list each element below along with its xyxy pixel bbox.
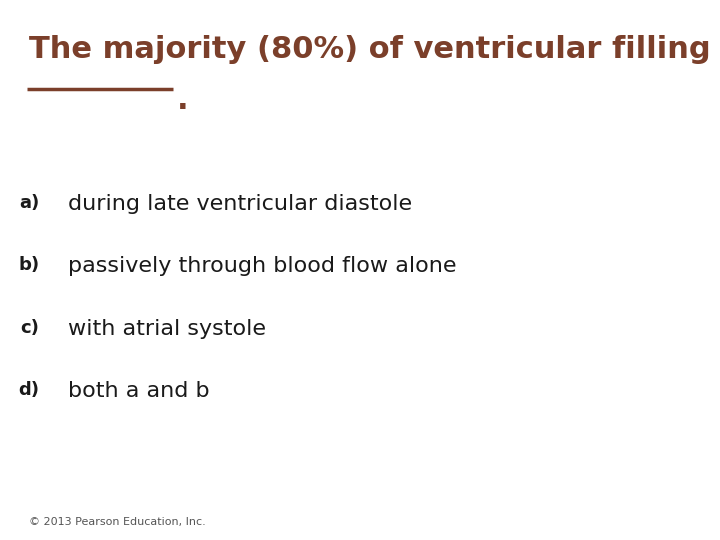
Text: a): a): [19, 194, 40, 212]
Text: d): d): [19, 381, 40, 399]
Text: .: .: [176, 86, 188, 116]
Text: c): c): [21, 319, 40, 336]
Text: © 2013 Pearson Education, Inc.: © 2013 Pearson Education, Inc.: [29, 516, 205, 526]
Text: The majority (80%) of ventricular filling occurs: The majority (80%) of ventricular fillin…: [29, 35, 720, 64]
Text: with atrial systole: with atrial systole: [68, 319, 266, 339]
Text: both a and b: both a and b: [68, 381, 210, 401]
Text: b): b): [19, 256, 40, 274]
Text: during late ventricular diastole: during late ventricular diastole: [68, 194, 413, 214]
Text: passively through blood flow alone: passively through blood flow alone: [68, 256, 457, 276]
